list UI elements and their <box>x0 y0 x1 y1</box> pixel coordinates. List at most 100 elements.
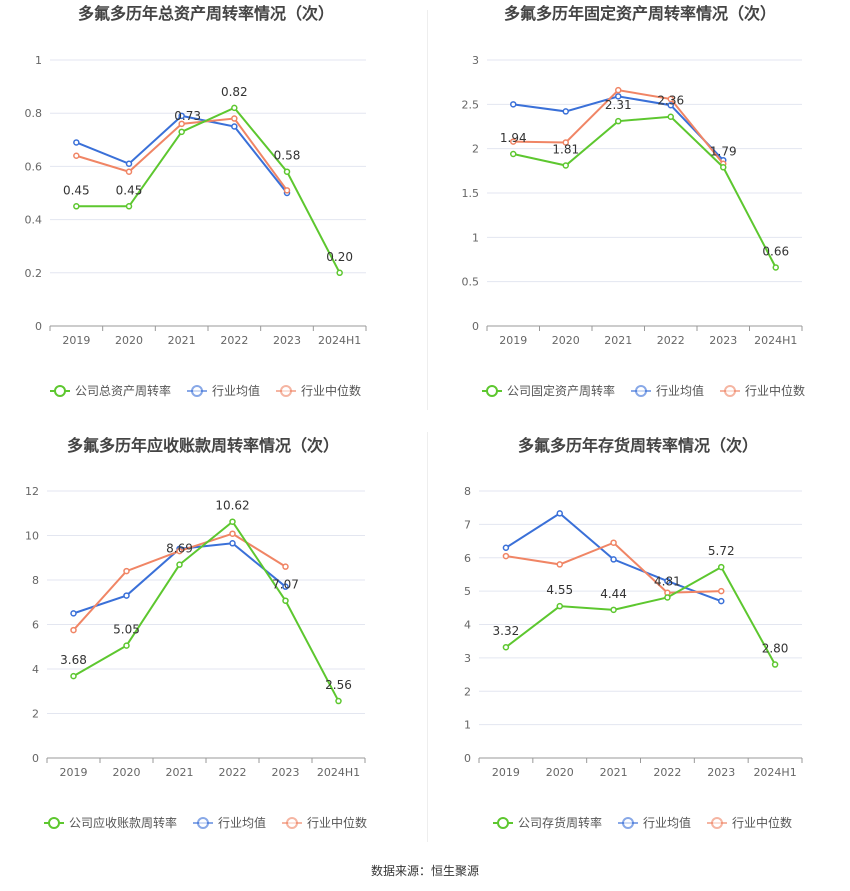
legend-item-industry_avg: 行业均值 <box>631 383 704 398</box>
legend-item-company: 公司应收账款周转率 <box>44 815 177 830</box>
data-label: 0.66 <box>762 244 789 258</box>
legend-label: 行业中位数 <box>745 383 805 398</box>
data-label: 4.55 <box>546 583 573 597</box>
data-point-industry_median <box>283 187 291 194</box>
x-tick-label: 2023 <box>709 334 737 347</box>
y-tick-label: 10 <box>25 530 39 543</box>
x-tick-label: 2019 <box>492 766 520 779</box>
y-tick-label: 12 <box>25 485 39 498</box>
data-point-industry_avg <box>178 112 185 120</box>
y-tick-label: 3 <box>472 54 479 67</box>
x-tick-label: 2023 <box>273 334 301 347</box>
data-point-industry_avg <box>502 544 510 551</box>
chart-title: 多氟多历年存货周转率情况（次） <box>518 436 758 455</box>
data-label: 3.68 <box>60 653 87 667</box>
chart-3: 多氟多历年应收账款周转率情况（次） 0 2 4 6 8 10 12 2019 2020 2021 20… <box>25 436 367 830</box>
chart-1: 多氟多历年总资产周转率情况（次） 0 0.2 0.4 0.6 0.8 1 2019 2020 20… <box>25 4 367 398</box>
legend-marker-icon <box>635 385 647 397</box>
data-point-company <box>720 164 727 171</box>
x-tick-label: 2019 <box>60 766 88 779</box>
data-point-industry_median <box>229 530 236 537</box>
legend-item-industry_avg: 行业均值 <box>193 815 266 830</box>
data-point-company <box>282 597 289 604</box>
data-label: 8.69 <box>166 542 193 556</box>
data-point-industry_avg <box>718 597 725 605</box>
data-point-industry_median <box>510 138 517 145</box>
data-point-company <box>283 168 291 175</box>
legend-marker-icon <box>724 385 736 397</box>
data-label: 2.56 <box>325 678 352 692</box>
data-label: 0.82 <box>221 85 248 99</box>
y-tick-label: 2 <box>464 685 471 698</box>
data-point-industry_avg <box>231 123 238 130</box>
data-point-industry_avg <box>70 610 77 617</box>
data-point-company <box>664 594 671 601</box>
y-tick-label: 2.5 <box>462 98 480 111</box>
data-point-industry_median <box>667 95 674 103</box>
data-label: 7.07 <box>272 578 299 592</box>
x-tick-label: 2021 <box>604 334 632 347</box>
legend-label: 行业均值 <box>643 815 691 830</box>
y-tick-label: 8 <box>32 574 39 587</box>
data-point-industry_avg <box>123 592 130 599</box>
x-tick-label: 2020 <box>546 766 574 779</box>
legend-marker-icon <box>280 385 292 397</box>
series-line-company <box>76 106 341 274</box>
legend-label: 公司固定资产周转率 <box>507 383 615 398</box>
x-tick-label: 2021 <box>166 766 194 779</box>
x-tick-label: 2022 <box>219 766 247 779</box>
y-tick-label: 0.4 <box>25 214 43 227</box>
y-tick-label: 0 <box>464 752 471 765</box>
x-tick-label: 2020 <box>113 766 141 779</box>
y-tick-label: 0.8 <box>25 107 43 120</box>
data-point-industry_avg <box>664 577 671 585</box>
y-tick-label: 0.6 <box>25 160 43 173</box>
legend-label: 行业中位数 <box>732 815 792 830</box>
y-tick-label: 0 <box>35 320 42 333</box>
y-tick-label: 6 <box>464 552 471 565</box>
data-point-industry_median <box>125 168 133 175</box>
data-point-industry_avg <box>125 160 133 167</box>
x-tick-label: 2023 <box>707 766 735 779</box>
data-source: 数据来源：恒生聚源 <box>370 864 479 878</box>
data-label: 2.36 <box>657 94 684 108</box>
data-point-company <box>176 561 183 568</box>
data-point-industry_median <box>610 539 617 546</box>
data-label: 10.62 <box>215 499 249 513</box>
y-tick-label: 7 <box>464 518 471 531</box>
data-point-industry_median <box>502 552 510 560</box>
data-label: 5.05 <box>113 623 140 637</box>
chart-title: 多氟多历年固定资产周转率情况（次） <box>504 4 776 23</box>
legend-label: 公司应收账款周转率 <box>69 815 177 830</box>
data-point-industry_median <box>178 120 185 128</box>
y-tick-label: 2 <box>32 708 39 721</box>
data-point-company <box>73 203 80 210</box>
data-point-industry_median <box>123 567 130 575</box>
data-point-company <box>771 661 779 668</box>
y-tick-label: 1 <box>472 231 479 244</box>
legend-marker-icon <box>497 817 509 829</box>
x-tick-label: 2023 <box>272 766 300 779</box>
data-label: 0.58 <box>274 149 301 163</box>
data-label: 0.20 <box>326 250 353 264</box>
legend-marker-icon <box>197 817 209 829</box>
x-tick-label: 2022 <box>657 334 685 347</box>
data-label: 4.44 <box>600 587 627 601</box>
series-line-company <box>73 520 340 702</box>
legend-label: 行业中位数 <box>307 815 367 830</box>
x-tick-label: 2020 <box>115 334 143 347</box>
legend-item-industry_median: 行业中位数 <box>282 815 367 830</box>
chart-4: 多氟多历年存货周转率情况（次） 0 1 2 3 4 5 6 7 8 2019 2020 2021 2022… <box>464 436 803 830</box>
y-tick-label: 8 <box>464 485 471 498</box>
legend-marker-icon <box>54 385 66 397</box>
divider-vertical-top <box>427 10 428 410</box>
y-tick-label: 1 <box>464 719 471 732</box>
y-tick-label: 1 <box>35 54 42 67</box>
data-point-industry_avg <box>556 510 563 517</box>
data-point-industry_avg <box>229 540 236 547</box>
data-point-company <box>123 642 130 649</box>
legend-marker-icon <box>622 817 634 829</box>
data-point-company <box>615 117 622 125</box>
y-tick-label: 5 <box>464 585 471 598</box>
